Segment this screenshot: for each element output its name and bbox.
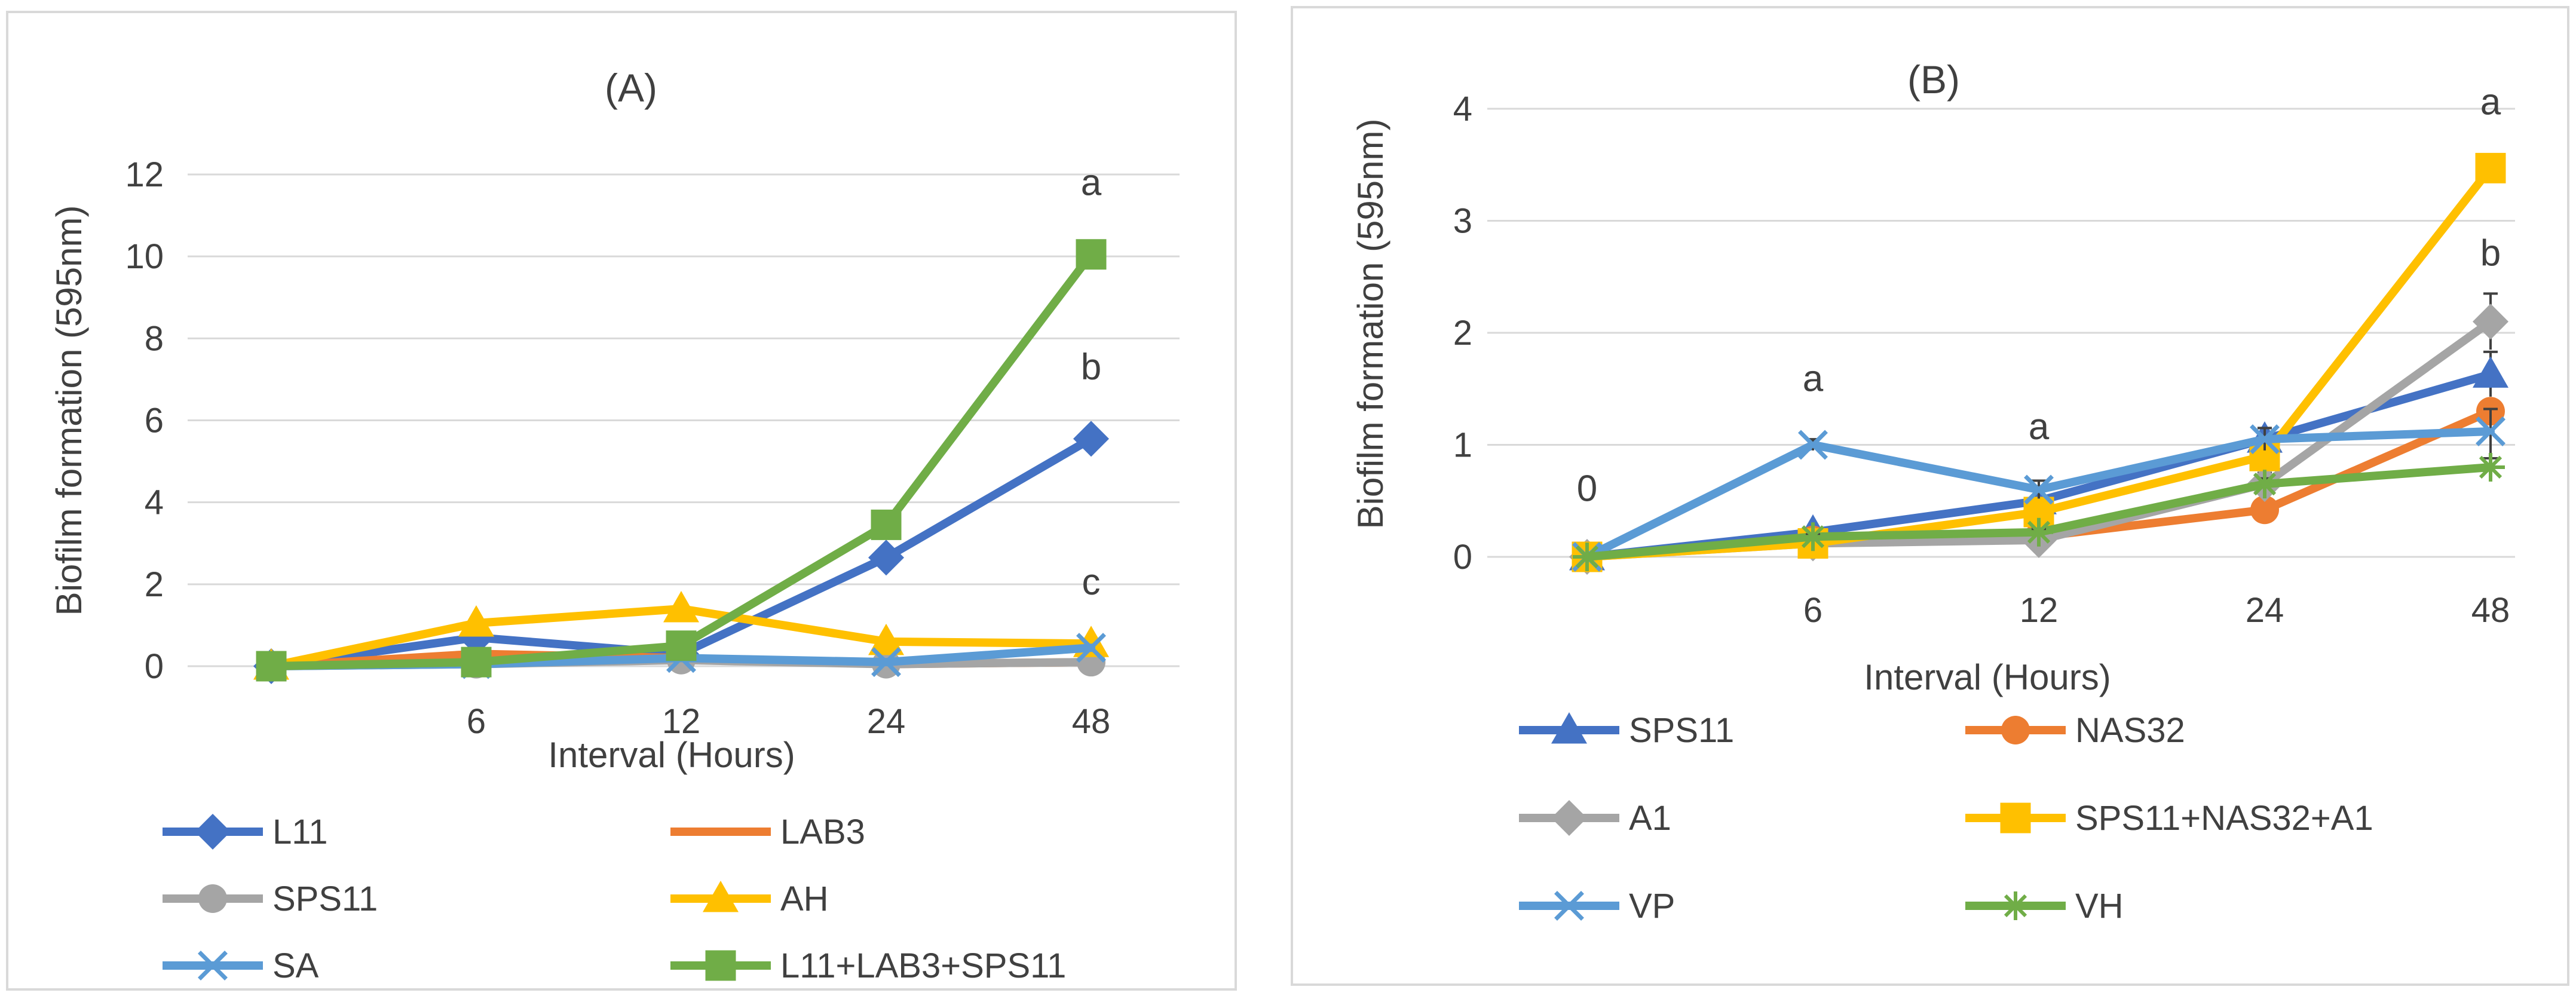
x-tick-label: 12	[662, 702, 701, 741]
chart-panel-b: (B) 0 1 2 3 4 6 12 24 48 Interval (Hours) Biofilm f…	[1291, 6, 2569, 986]
legend-label-SPS11: SPS11	[272, 880, 378, 918]
data-point-NAS32	[2250, 495, 2279, 525]
legend-marker-SPS11	[1551, 712, 1587, 744]
data-point-L11+LAB3+SPS11	[871, 509, 902, 540]
data-point-VH	[2250, 470, 2279, 499]
legend-marker-VP	[1554, 891, 1584, 921]
legend-label-NAS32: NAS32	[2075, 711, 2185, 750]
y-tick-label: 2	[1453, 314, 1472, 353]
legend-label-SA: SA	[272, 946, 319, 985]
legend-label-AH: AH	[780, 880, 829, 918]
chart-title: (A)	[605, 66, 657, 110]
annotation-label: a	[1803, 358, 1824, 400]
legend-marker-SA	[198, 951, 228, 980]
legend-label-L11: L11	[272, 813, 327, 851]
x-tick-label: 24	[2246, 591, 2284, 630]
x-tick-label: 48	[1072, 702, 1111, 741]
data-point-AH	[458, 605, 494, 637]
annotation-label: a	[2029, 406, 2050, 448]
x-tick-label: 48	[2471, 591, 2510, 630]
annotation-label: a	[2480, 81, 2501, 122]
data-point-L11+LAB3+SPS11	[1076, 239, 1107, 270]
data-point-VH	[1573, 543, 1601, 571]
data-point-VP	[2250, 424, 2280, 455]
legend-marker-L11	[195, 814, 231, 850]
data-point-A1	[2473, 304, 2508, 340]
x-axis-title: Interval (Hours)	[1864, 657, 2111, 697]
legend-marker-SPS11+NAS32+A1	[2000, 802, 2031, 833]
y-tick-label: 10	[125, 237, 164, 276]
x-tick-label: 24	[867, 702, 906, 741]
data-point-L11	[868, 540, 904, 576]
y-tick-label: 8	[145, 319, 164, 358]
legend-label-SPS11: SPS11	[1629, 711, 1734, 750]
data-point-L11+LAB3+SPS11	[256, 651, 287, 682]
annotation-label: b	[2480, 233, 2501, 274]
data-point-L11+LAB3+SPS11	[666, 630, 697, 661]
legend-label-VP: VP	[1629, 887, 1675, 926]
data-point-AH	[663, 590, 699, 623]
y-tick-label: 2	[145, 565, 164, 604]
y-axis-title: Biofilm formation (595nm)	[49, 206, 89, 616]
x-tick-label: 6	[1803, 591, 1823, 630]
data-point-VH	[1799, 522, 1827, 551]
legend-marker-L11+LAB3+SPS11	[705, 950, 736, 981]
y-tick-label: 1	[1453, 426, 1472, 465]
x-axis-title: Interval (Hours)	[548, 735, 795, 775]
data-point-VP	[2024, 474, 2054, 505]
y-tick-label: 0	[145, 647, 164, 686]
chart-panel-a: (A) 0 2 4 6 8 10 12 6 12 24 48 Interval (Hours) Biofi…	[6, 11, 1237, 991]
annotation-label: b	[1081, 347, 1101, 388]
y-tick-label: 4	[1453, 90, 1472, 128]
annotation-label: a	[1081, 162, 1102, 203]
data-point-SA	[1076, 633, 1106, 663]
legend-label-VH: VH	[2075, 887, 2124, 926]
y-tick-label: 12	[125, 155, 164, 194]
data-point-VP	[2476, 416, 2505, 446]
y-tick-label: 4	[145, 483, 164, 522]
legend-label-LAB3: LAB3	[780, 813, 865, 851]
data-point-SPS11+NAS32+A1	[2475, 152, 2506, 183]
legend-marker-VH	[2001, 891, 2030, 920]
data-point-SPS11	[2473, 356, 2508, 388]
legend-label-L11+LAB3+SPS11: L11+LAB3+SPS11	[780, 946, 1066, 985]
legend-marker-A1	[1551, 800, 1587, 836]
data-point-SA	[871, 647, 901, 678]
x-tick-label: 6	[467, 702, 486, 741]
annotation-label: 0	[1577, 468, 1597, 509]
data-point-L11+LAB3+SPS11	[461, 646, 492, 678]
legend-marker-SPS11	[198, 884, 227, 913]
data-point-VH	[2024, 517, 2053, 547]
x-tick-label: 12	[2020, 591, 2059, 630]
chart-title: (B)	[1907, 57, 1960, 102]
data-point-VP	[1798, 430, 1828, 460]
annotation-label: c	[1082, 562, 1101, 603]
data-point-VH	[2476, 453, 2505, 482]
legend-marker-NAS32	[2001, 716, 2030, 744]
y-tick-label: 3	[1453, 202, 1472, 241]
data-point-AH	[868, 623, 904, 655]
y-axis-title: Biofilm formation (595nm)	[1350, 119, 1390, 529]
y-tick-label: 6	[145, 402, 164, 440]
legend-label-A1: A1	[1629, 799, 1671, 838]
y-tick-label: 0	[1453, 538, 1472, 577]
legend-label-SPS11+NAS32+A1: SPS11+NAS32+A1	[2075, 799, 2373, 838]
legend-marker-AH	[703, 881, 739, 912]
data-point-L11	[1073, 421, 1109, 457]
